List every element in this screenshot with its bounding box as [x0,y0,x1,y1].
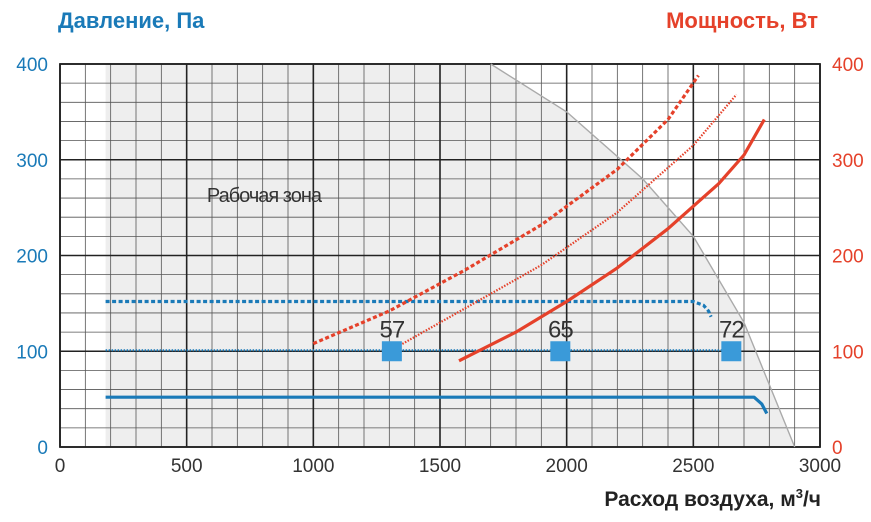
y-tick-label-left: 100 [16,342,48,363]
x-tick-label: 3000 [799,456,841,477]
y-tick-label-left: 0 [37,438,48,459]
y-tick-label-left: 300 [16,151,48,172]
working-zone-label: Рабочая зона [207,185,323,207]
x-tick-label: 2000 [546,456,588,477]
operating-point-label: 65 [548,316,573,343]
y-tick-label-right: 400 [832,55,864,76]
y-tick-label-right: 200 [832,247,864,268]
operating-point-label: 72 [719,316,744,343]
x-tick-label: 0 [55,456,66,477]
y-tick-label-right: 100 [832,342,864,363]
y-tick-label-right: 300 [832,151,864,172]
y-tick-label-right: 0 [832,438,843,459]
operating-point-marker [721,341,741,361]
x-tick-label: 500 [171,456,203,477]
operating-point-label: 57 [380,316,405,343]
x-tick-label: 1000 [292,456,334,477]
operating-point-marker [550,341,570,361]
y-tick-label-left: 400 [16,55,48,76]
operating-point-marker [382,341,402,361]
x-tick-label: 1500 [419,456,461,477]
x-tick-label: 2500 [672,456,714,477]
y-tick-label-left: 200 [16,247,48,268]
